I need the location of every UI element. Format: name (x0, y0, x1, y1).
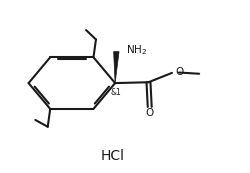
Polygon shape (114, 52, 119, 83)
Text: O: O (146, 108, 154, 118)
Text: HCl: HCl (101, 149, 125, 163)
Text: O: O (175, 67, 183, 77)
Text: NH$_2$: NH$_2$ (126, 43, 147, 57)
Text: &1: &1 (111, 88, 122, 97)
